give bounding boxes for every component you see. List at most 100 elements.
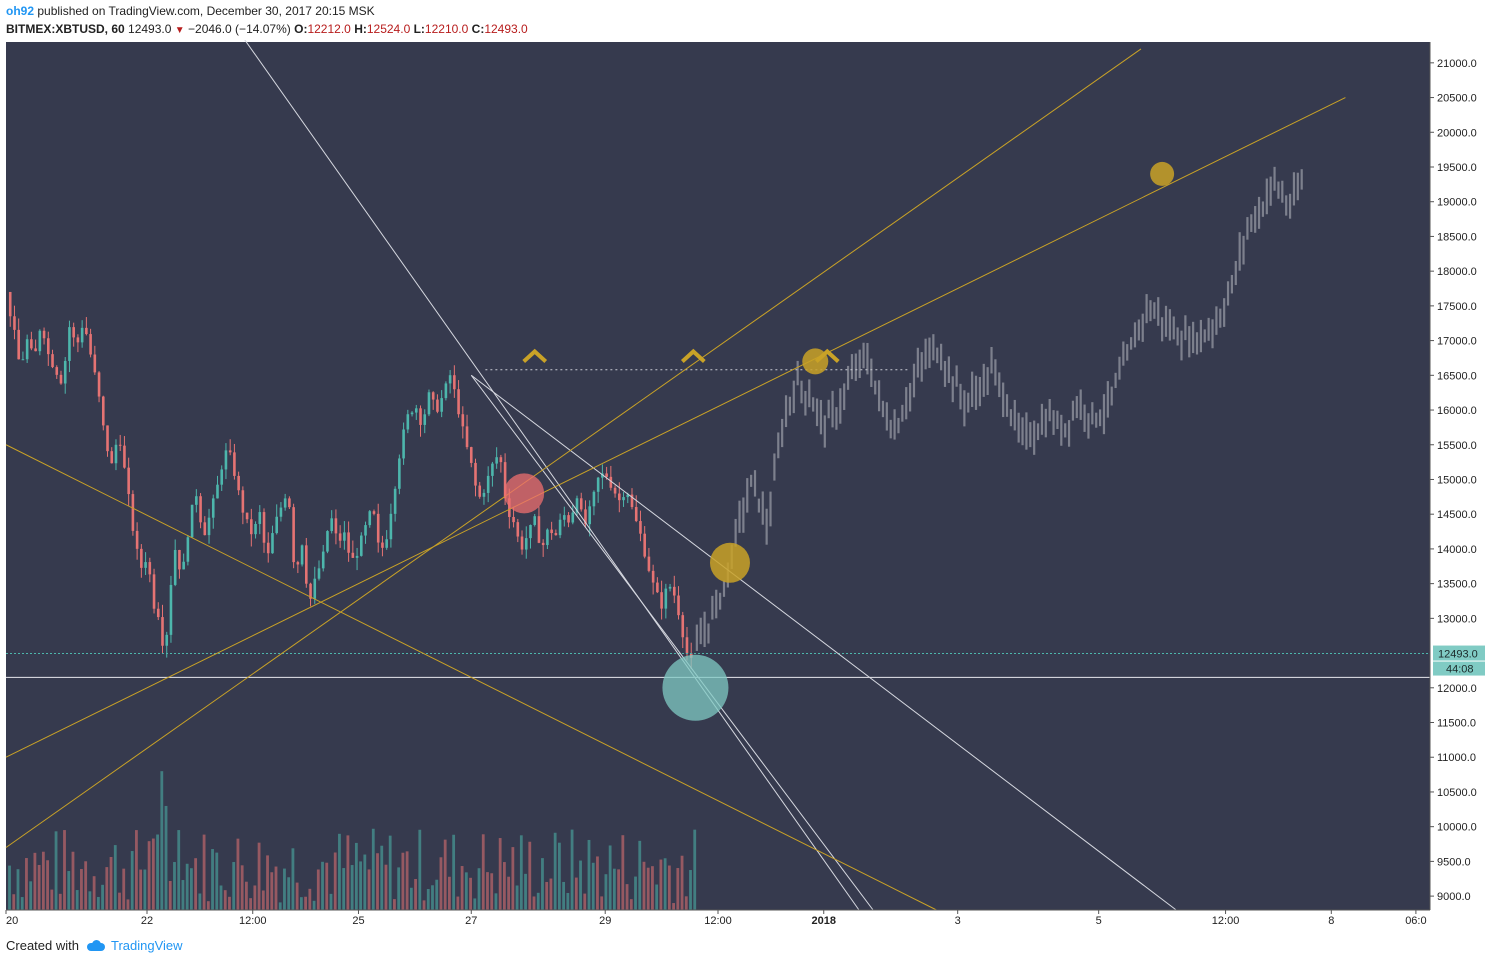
symbol-label[interactable]: BITMEX:XBTUSD, 60 [6,22,125,36]
candle-body [639,521,642,534]
volume-bar [354,842,358,910]
candle-body [211,498,215,518]
last-price: 12493.0 [128,22,172,36]
y-tick-label: 15000.0 [1437,474,1477,486]
candle-body [63,360,67,384]
candle-body [283,498,287,508]
down-arrow-icon: ▼ [174,25,185,36]
x-tick-label: 3 [955,915,961,927]
volume-bar [507,876,511,910]
candle-body [541,542,545,546]
volume-bar [308,888,312,910]
candle-body [584,509,587,525]
candle-body [169,584,173,635]
candle-body [46,338,50,355]
x-tick-label: 06:0 [1405,915,1426,927]
volume-bar [96,896,100,910]
volume-bar [236,838,240,910]
chevron-up-icon [814,348,840,363]
candle-body [241,490,245,513]
candle-body [465,426,469,448]
author-link[interactable]: oh92 [6,4,35,18]
candle-body [368,511,372,526]
candle-body [254,523,257,535]
volume-bar [515,885,519,910]
plot-area[interactable] [6,42,1430,910]
x-axis[interactable]: 20 22 12:00 25 27 29 12:00 2018 3 5 12:00 8 06:0 [5,909,1430,927]
volume-bar [503,862,506,910]
volume-bar [20,897,24,910]
candle-body [461,414,465,427]
volume-bar [625,884,629,910]
candle-body [605,473,608,477]
candle-body [634,507,638,522]
candle-body [118,444,122,446]
candle-body [17,329,20,360]
low-value: 12210.0 [424,22,469,36]
x-tick-label: 25 [352,915,364,927]
volume-bar [401,852,405,910]
volume-bar [118,892,121,910]
volume-bar [469,877,472,910]
candle-body [279,507,283,517]
volume-bar [553,832,557,910]
candle-body [622,497,625,501]
x-tick-label: 12:00 [1212,915,1240,927]
candle-body [97,372,101,397]
volume-bar [37,864,41,910]
candle-body [355,555,359,558]
publish-info: oh92 published on TradingView.com, Decem… [6,4,375,18]
volume-bar [274,866,278,910]
price-chart[interactable]: 21000.0 20500.0 20000.0 19500.0 19000.0 18500… [0,40,1490,930]
candle-body [575,498,579,513]
x-tick-label: 29 [599,915,611,927]
volume-bar [266,855,269,910]
volume-bar [439,857,443,910]
candle-body [414,408,418,413]
volume-bar [278,902,282,910]
candle-body [618,493,621,501]
x-tick-label: 2018 [812,915,836,927]
volume-bar [359,861,362,910]
candle-body [571,512,575,523]
white-trendline [244,40,860,911]
candle-body [558,519,562,536]
volume-bar [680,855,684,910]
candle-body [334,518,338,534]
candle-body [228,450,232,453]
candle-body [588,506,591,525]
candle-body [140,548,143,568]
candle-body [524,538,528,550]
volume-bar [638,840,642,910]
volume-bar [135,830,138,910]
candle-body [245,512,249,520]
candle-body [457,389,460,415]
candle-body [288,498,291,508]
volume-bar [494,893,498,910]
volume-bar [367,869,371,910]
volume-bar [393,899,396,910]
candle-body [516,522,520,537]
volume-bar [342,868,346,910]
volume-bar [8,865,11,910]
volume-bar [574,877,578,910]
volume-bar [667,865,671,910]
volume-bar [350,865,354,910]
y-axis[interactable]: 21000.0 20500.0 20000.0 19500.0 19000.0 18500… [1429,42,1477,910]
tradingview-link[interactable]: TradingView [85,938,183,953]
candle-body [440,398,443,412]
candle-body [436,399,439,412]
candle-body [495,457,498,464]
candle-body [220,469,224,485]
candle-body [292,507,295,563]
candle-body [343,532,346,541]
volume-bar [655,884,659,910]
candle-body [364,525,367,536]
volume-bar [545,881,549,910]
volume-bar [58,893,62,910]
volume-bar [151,838,155,910]
candle-body [101,396,105,426]
x-tick-label: 22 [141,915,153,927]
candle-body [512,516,515,523]
volume-bar [283,868,286,910]
